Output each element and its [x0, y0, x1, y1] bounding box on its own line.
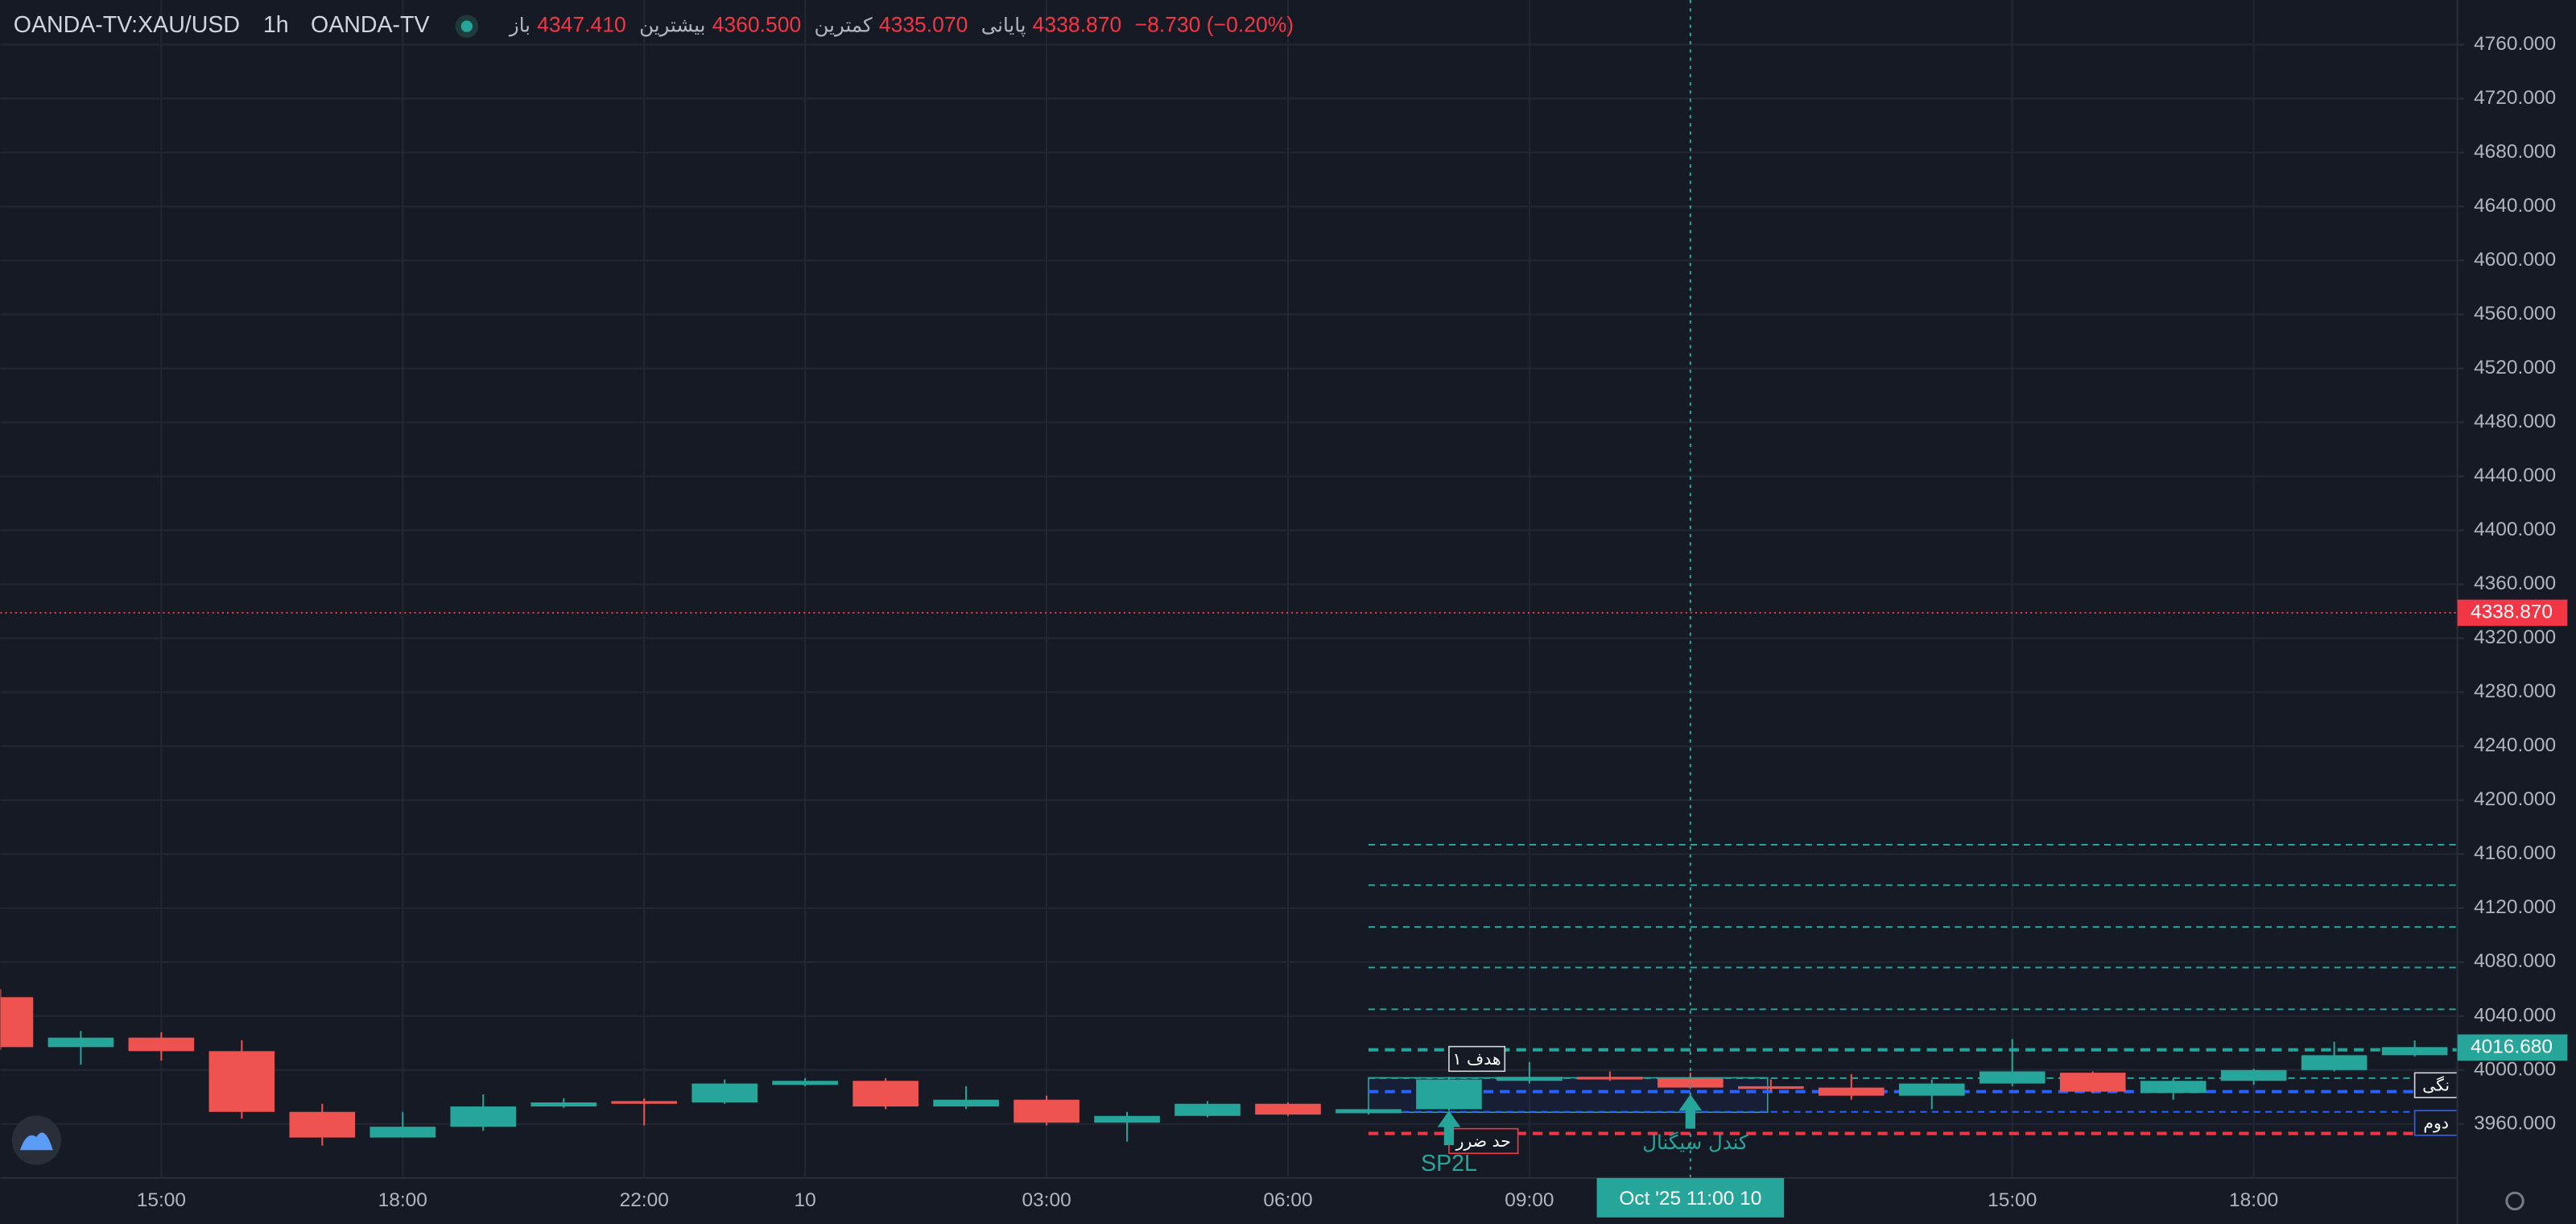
header: OANDA-TV:XAU/USD 1h OANDA-TV باز 4347.410…: [14, 12, 1294, 38]
field-label: کمترین: [815, 14, 873, 37]
x-tick-label: 03:00: [1022, 1189, 1071, 1211]
logo-icon: [19, 1132, 53, 1151]
y-tick-label: 4000.000: [2474, 1058, 2556, 1080]
symbol: OANDA-TV:XAU/USD: [14, 12, 240, 38]
annotation: SP2L: [1421, 1151, 1477, 1176]
x-tick-label: 18:00: [378, 1189, 427, 1211]
x-tick-label: 15:00: [1988, 1189, 2037, 1211]
candle-body: [47, 1037, 114, 1048]
candle-body: [1657, 1077, 1724, 1088]
interval: 1h: [263, 12, 289, 38]
x-tick-label: 15:00: [137, 1189, 186, 1211]
last-price-label: 4338.870: [2471, 601, 2553, 622]
candle-body: [1898, 1083, 1965, 1096]
candle-body: [208, 1051, 275, 1112]
candle-body: [2220, 1069, 2287, 1081]
y-tick-label: 4320.000: [2474, 626, 2556, 648]
candle-body: [611, 1101, 678, 1104]
arrow: [1678, 1094, 1703, 1129]
field-label: پایانی: [981, 14, 1026, 37]
candle-body: [2140, 1081, 2207, 1094]
candle-body: [1013, 1099, 1080, 1123]
annotation: کندل سیگنال: [1642, 1131, 1748, 1154]
annotation: دوم: [2423, 1114, 2449, 1133]
x-tick-label: 18:00: [2229, 1189, 2278, 1211]
y-tick-label: 4360.000: [2474, 573, 2556, 594]
y-tick-label: 3960.000: [2474, 1112, 2556, 1134]
y-tick-label: 4640.000: [2474, 195, 2556, 217]
candle-body: [852, 1081, 919, 1107]
field-value: 4338.870: [1033, 13, 1122, 37]
candle-body: [1416, 1079, 1482, 1110]
candle-body: [691, 1083, 758, 1103]
y-tick-label: 4080.000: [2474, 950, 2556, 972]
candle-body: [450, 1106, 517, 1127]
annotations: هدف ۱ حد ضرر SP2L کندل سیگنال نگی دوم: [1421, 1045, 2458, 1176]
y-tick-label: 4600.000: [2474, 249, 2556, 271]
y-tick-label: 4520.000: [2474, 357, 2556, 378]
candles: [0, 989, 2448, 1146]
settings-icon[interactable]: [2505, 1191, 2524, 1211]
field-value: 4335.070: [879, 13, 968, 37]
candle-body: [0, 997, 34, 1048]
y-tick-label: 4160.000: [2474, 842, 2556, 864]
candle-body: [1818, 1087, 1885, 1096]
candle-body: [1174, 1103, 1241, 1116]
current-price-tag: [2457, 1034, 2568, 1061]
annotation: هدف ۱: [1453, 1049, 1501, 1069]
label-box: [1448, 1045, 1506, 1073]
x-tick-label: 06:00: [1263, 1189, 1312, 1211]
candle-body: [1738, 1085, 1804, 1090]
y-tick-label: 4200.000: [2474, 788, 2556, 810]
y-tick-label: 4560.000: [2474, 303, 2556, 325]
last-price-tag: [2457, 599, 2568, 626]
y-tick-label: 4280.000: [2474, 680, 2556, 702]
axes: 3960.000 4000.000 4040.000 4080.000 4120.000…: [137, 33, 2568, 1211]
crosshair-label: Oct '25 11:00 10: [1619, 1188, 1761, 1210]
candle-body: [2059, 1073, 2126, 1092]
candle-body: [1094, 1115, 1160, 1123]
candle-body: [2381, 1047, 2448, 1056]
change: −8.730 (−0.20%): [1135, 13, 1294, 37]
y-tick-label: 4680.000: [2474, 141, 2556, 163]
status-dot: [460, 20, 473, 32]
y-tick-label: 4040.000: [2474, 1004, 2556, 1026]
candle-body: [128, 1037, 195, 1052]
grid: [0, 0, 2458, 1178]
source: OANDA-TV: [311, 12, 430, 38]
candle-body: [1335, 1109, 1402, 1114]
annotation: حد ضرر: [1455, 1131, 1511, 1151]
y-tick-label: 4120.000: [2474, 896, 2556, 918]
candle-body: [530, 1102, 597, 1107]
field-label: باز: [508, 14, 530, 37]
y-tick-label: 4720.000: [2474, 87, 2556, 109]
candle-body: [933, 1099, 999, 1107]
y-tick-label: 4440.000: [2474, 465, 2556, 486]
y-tick-label: 4240.000: [2474, 734, 2556, 756]
x-tick-label: 22:00: [620, 1189, 669, 1211]
label-box: [1448, 1127, 1519, 1155]
y-tick-label: 4480.000: [2474, 411, 2556, 432]
y-tick-label: 4760.000: [2474, 33, 2556, 55]
candle-body: [289, 1111, 356, 1138]
candle-body: [369, 1127, 436, 1138]
x-tick-label: 10: [795, 1189, 816, 1211]
annotation: نگی: [2422, 1076, 2450, 1095]
candle-body: [1496, 1077, 1563, 1081]
arrow: [1437, 1110, 1461, 1146]
candle-body: [1255, 1103, 1321, 1115]
y-tick-label: 4400.000: [2474, 519, 2556, 540]
candle-body: [1577, 1077, 1643, 1080]
field-value: 4360.500: [712, 13, 802, 37]
candle-body: [1979, 1071, 2046, 1084]
field-value: 4347.410: [537, 13, 626, 37]
candle-body: [2301, 1055, 2368, 1070]
crosshair-label-box: [1596, 1177, 1785, 1218]
field-label: بیشترین: [639, 14, 705, 37]
candle-body: [772, 1081, 838, 1085]
x-tick-label: 09:00: [1505, 1189, 1554, 1211]
current-price-label: 4016.680: [2471, 1036, 2553, 1057]
